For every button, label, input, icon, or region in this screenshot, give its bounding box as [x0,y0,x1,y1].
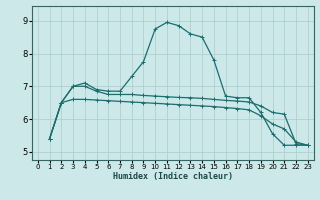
X-axis label: Humidex (Indice chaleur): Humidex (Indice chaleur) [113,172,233,181]
